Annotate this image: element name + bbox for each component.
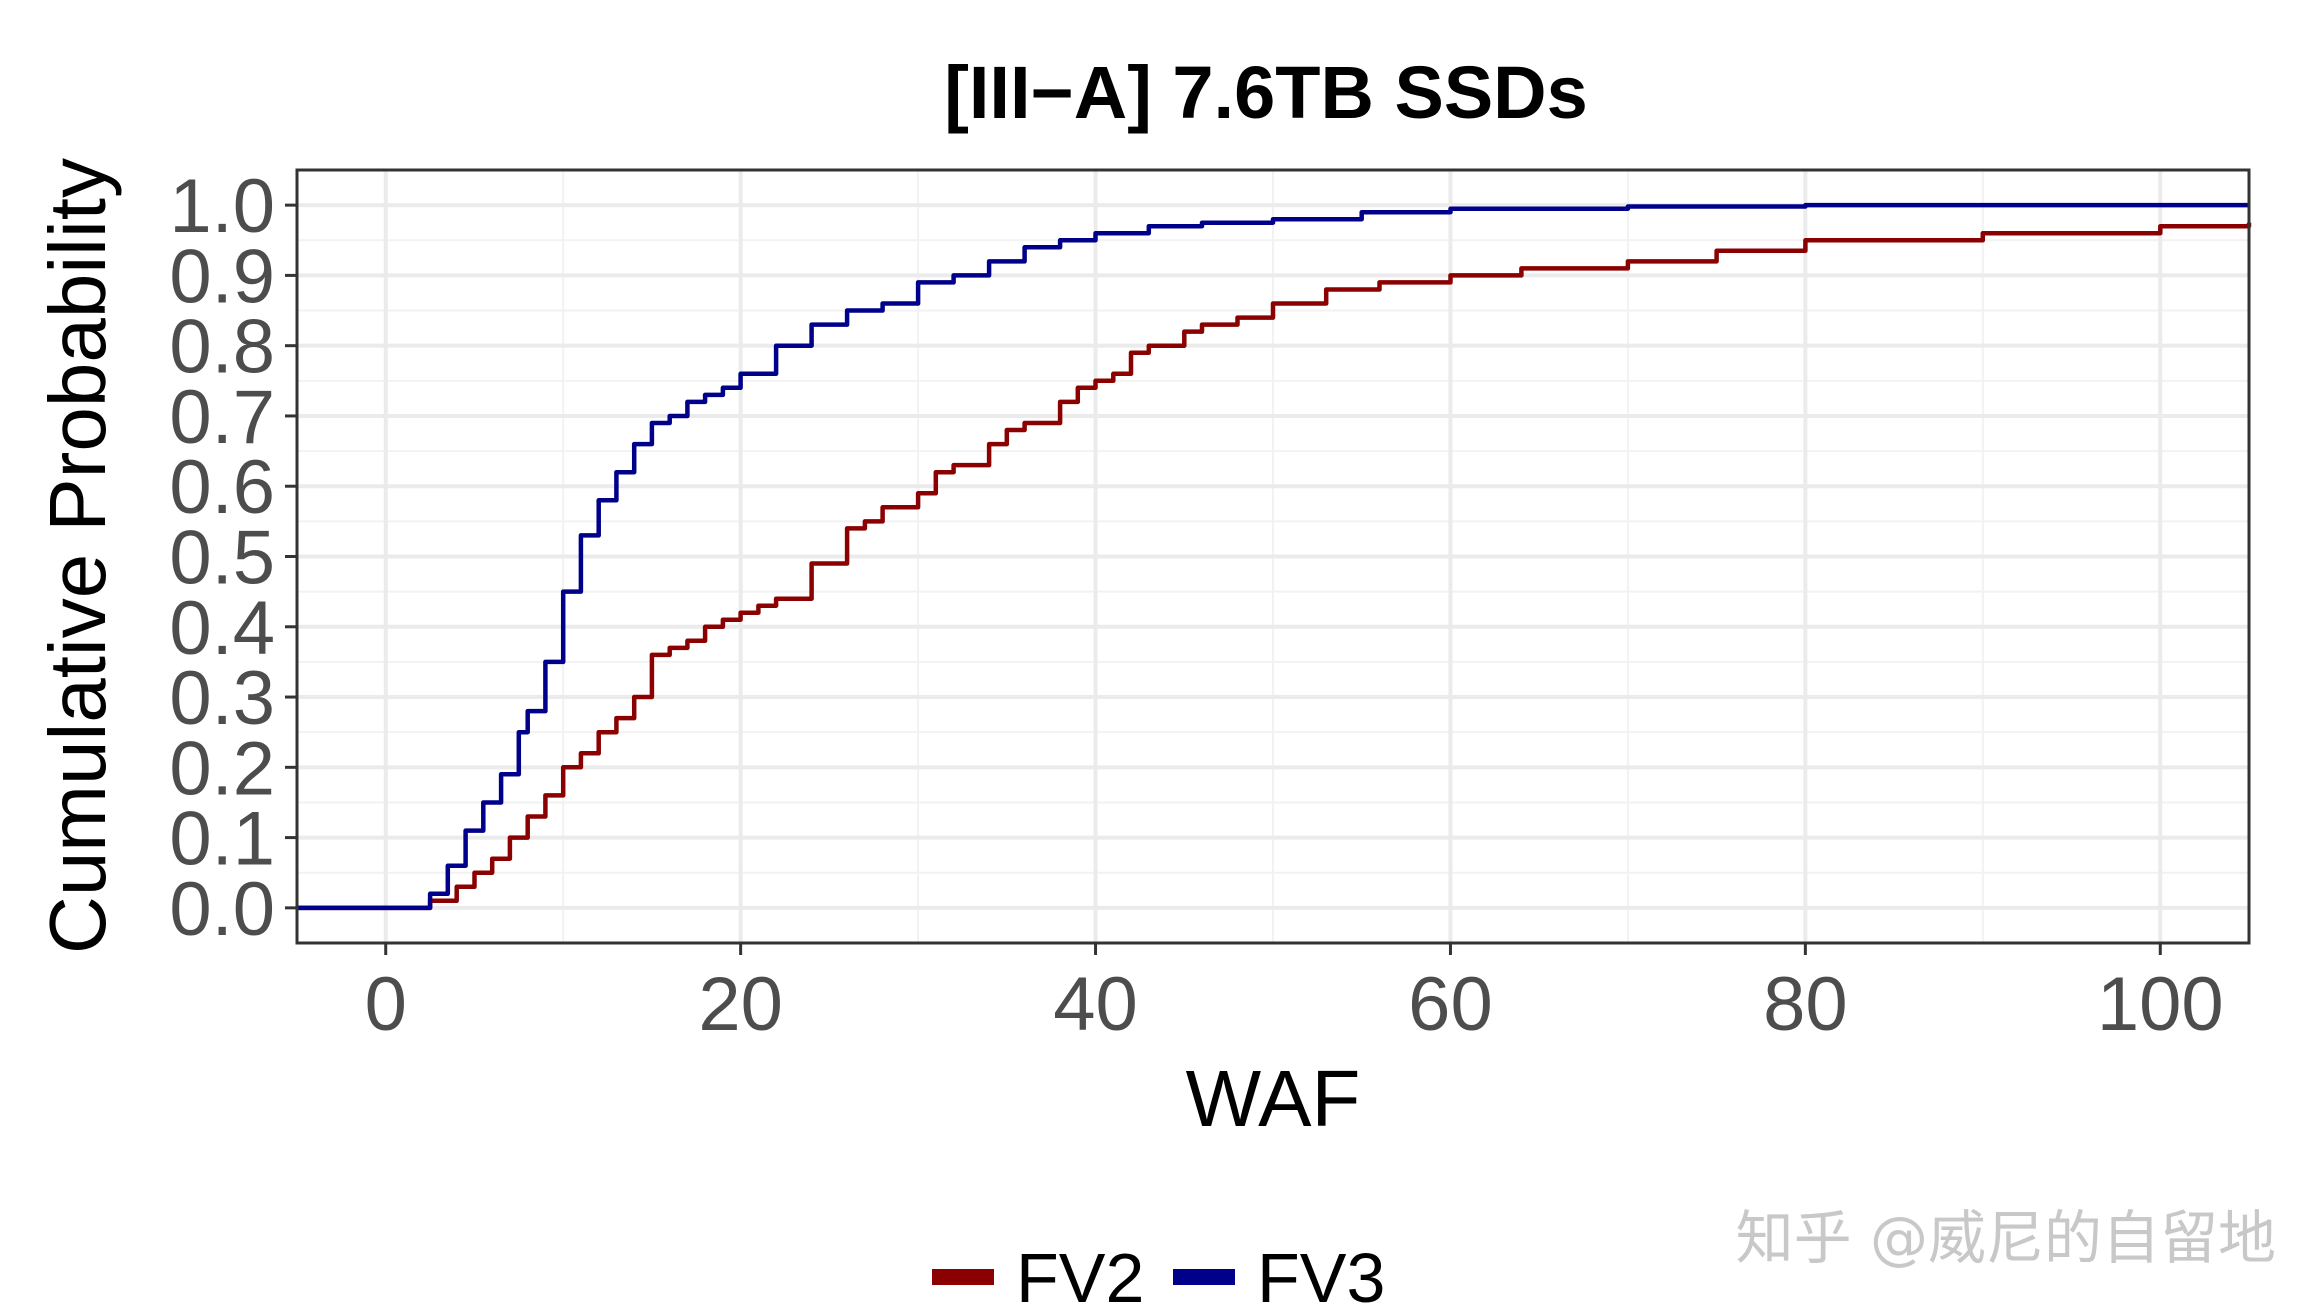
x-tick-label: 40: [1053, 962, 1138, 1047]
y-tick-label: 0.3: [169, 656, 275, 741]
x-tick-label: 80: [1763, 962, 1848, 1047]
grid-minor: [297, 170, 2249, 943]
legend: FV2 FV3: [932, 1239, 1385, 1316]
x-tick-label: 20: [698, 962, 783, 1047]
legend-label-fv3: FV3: [1257, 1239, 1385, 1316]
y-tick-label: 0.2: [169, 726, 275, 811]
y-axis: 0.00.10.20.30.40.50.60.70.80.91.0: [169, 164, 297, 952]
y-tick-label: 0.1: [169, 797, 275, 882]
series-line-fv2: [297, 222, 2252, 911]
y-tick-label: 0.6: [169, 445, 275, 530]
y-tick-label: 0.9: [169, 234, 275, 319]
x-tick-label: 60: [1408, 962, 1493, 1047]
y-tick-label: 0.4: [169, 586, 275, 671]
y-tick-label: 0.8: [169, 305, 275, 390]
x-tick-label: 100: [2097, 962, 2224, 1047]
x-tick-label: 0: [365, 962, 407, 1047]
y-tick-label: 1.0: [169, 164, 275, 249]
y-tick-label: 0.5: [169, 516, 275, 601]
y-tick-label: 0.7: [169, 375, 275, 460]
series-line-fv3: [297, 202, 2249, 911]
chart-title: [III−A] 7.6TB SSDs: [944, 51, 1588, 134]
legend-key-fv2: [932, 1269, 994, 1285]
legend-key-fv3: [1173, 1269, 1235, 1285]
x-axis-title: WAF: [1186, 1054, 1361, 1143]
y-axis-title: Cumulative Probability: [33, 158, 122, 954]
watermark-text: 知乎 @威尼的自留地: [1736, 1204, 2276, 1272]
x-axis: 0 20 40 60 80 100: [365, 943, 2224, 1047]
legend-label-fv2: FV2: [1016, 1239, 1144, 1316]
y-tick-label: 0.0: [169, 867, 275, 952]
series-lines: [297, 202, 2252, 911]
